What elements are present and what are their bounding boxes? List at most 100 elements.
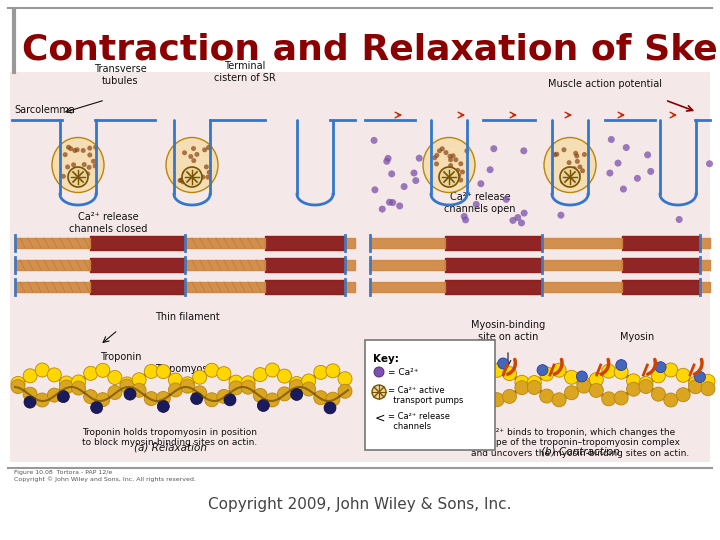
Circle shape (639, 380, 653, 394)
Circle shape (24, 396, 36, 408)
Circle shape (575, 172, 580, 177)
Circle shape (487, 166, 494, 173)
Circle shape (11, 376, 25, 390)
Text: Thin filament: Thin filament (155, 312, 220, 322)
Text: Transverse
tubules: Transverse tubules (94, 64, 146, 86)
Circle shape (647, 168, 654, 175)
Circle shape (379, 363, 392, 377)
Circle shape (202, 147, 207, 152)
Circle shape (441, 392, 454, 406)
Circle shape (465, 379, 480, 393)
Text: Figure 10.08  Tortora - PAP 12/e
Copyright © John Wiley and Sons, Inc. All right: Figure 10.08 Tortora - PAP 12/e Copyrigh… (14, 470, 196, 482)
Circle shape (664, 363, 678, 377)
Text: (a) Relaxation: (a) Relaxation (133, 442, 207, 452)
Ellipse shape (544, 138, 596, 192)
Circle shape (187, 170, 192, 176)
Circle shape (695, 372, 706, 382)
Circle shape (415, 382, 430, 396)
Circle shape (396, 202, 403, 210)
Circle shape (664, 393, 678, 407)
Circle shape (266, 363, 279, 377)
Circle shape (182, 167, 202, 187)
Circle shape (410, 170, 418, 177)
Circle shape (652, 387, 665, 401)
Circle shape (371, 137, 377, 144)
Ellipse shape (52, 138, 104, 192)
Circle shape (477, 386, 492, 400)
Text: <: < (375, 412, 385, 425)
Circle shape (462, 217, 469, 224)
Circle shape (35, 393, 49, 407)
Circle shape (675, 216, 683, 223)
Circle shape (204, 164, 209, 170)
Circle shape (384, 155, 392, 162)
Circle shape (582, 152, 587, 157)
Circle shape (120, 377, 134, 391)
Bar (365, 340, 495, 450)
Circle shape (626, 382, 641, 396)
Text: = Ca²⁺ release
  channels: = Ca²⁺ release channels (388, 412, 450, 431)
Circle shape (61, 174, 66, 179)
Circle shape (572, 177, 577, 182)
Circle shape (552, 152, 557, 157)
Circle shape (701, 382, 715, 396)
Circle shape (156, 364, 171, 379)
Circle shape (676, 388, 690, 402)
Circle shape (415, 154, 423, 161)
Circle shape (623, 144, 630, 151)
Circle shape (178, 178, 183, 183)
Circle shape (241, 380, 255, 394)
Circle shape (324, 402, 336, 414)
Circle shape (289, 376, 304, 390)
Circle shape (48, 368, 61, 382)
Circle shape (477, 370, 492, 384)
Circle shape (540, 367, 554, 381)
Text: Contraction and Relaxation of Skeletal Muscle: Contraction and Relaxation of Skeletal M… (22, 33, 720, 67)
Circle shape (614, 391, 628, 405)
Circle shape (608, 136, 615, 143)
Circle shape (567, 160, 572, 165)
Bar (10, 72, 710, 462)
Circle shape (447, 154, 452, 159)
Circle shape (75, 147, 80, 152)
Circle shape (453, 384, 467, 398)
Circle shape (590, 383, 603, 397)
Circle shape (68, 167, 88, 187)
Circle shape (564, 386, 578, 400)
Circle shape (415, 374, 430, 388)
Circle shape (124, 388, 136, 400)
Circle shape (626, 374, 641, 388)
Circle shape (96, 363, 109, 377)
Circle shape (574, 175, 579, 180)
Circle shape (168, 373, 182, 387)
Circle shape (580, 168, 585, 173)
Circle shape (568, 173, 572, 179)
Text: Troponin: Troponin (100, 352, 142, 362)
Circle shape (326, 392, 340, 406)
Circle shape (564, 370, 578, 384)
Circle shape (179, 178, 184, 183)
Circle shape (205, 174, 210, 180)
Circle shape (191, 393, 202, 404)
Circle shape (652, 369, 665, 383)
Circle shape (241, 376, 255, 390)
Circle shape (454, 174, 459, 179)
Circle shape (620, 186, 627, 193)
Circle shape (156, 392, 171, 406)
Circle shape (257, 400, 269, 411)
Circle shape (573, 151, 578, 156)
Circle shape (326, 364, 340, 378)
Circle shape (379, 206, 386, 213)
Circle shape (465, 377, 480, 391)
Circle shape (490, 393, 504, 407)
Circle shape (644, 151, 651, 158)
Circle shape (706, 160, 713, 167)
Circle shape (391, 368, 405, 382)
Circle shape (194, 152, 199, 157)
Circle shape (190, 167, 195, 173)
Circle shape (85, 171, 90, 177)
Circle shape (458, 369, 469, 380)
Circle shape (498, 358, 508, 369)
Circle shape (577, 377, 591, 391)
Circle shape (379, 357, 390, 368)
